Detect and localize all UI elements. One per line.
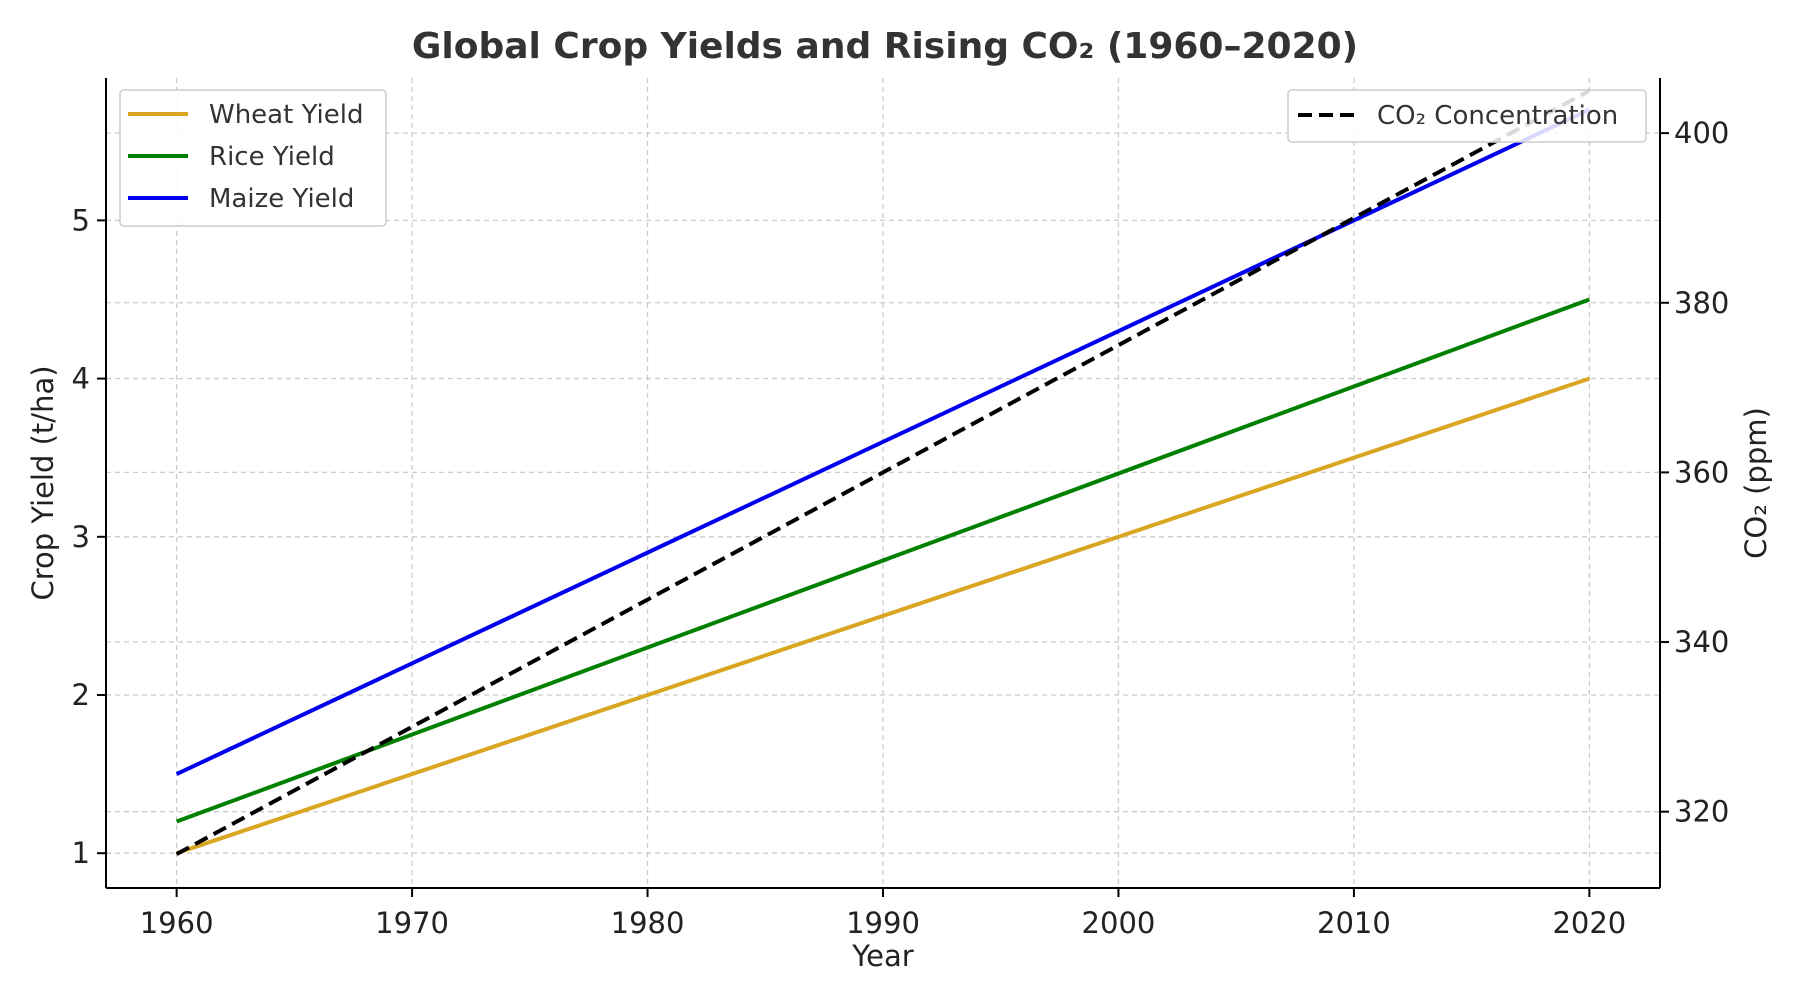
x-tick-label-1980: 1980 bbox=[611, 906, 685, 940]
x-tick-label-2000: 2000 bbox=[1082, 906, 1156, 940]
legend-right-frame bbox=[1287, 89, 1647, 143]
x-axis-ticks: 1960 1970 1980 1990 2000 2010 2020 bbox=[140, 888, 1626, 940]
y-axis-label: Crop Yield (t/ha) bbox=[26, 365, 60, 600]
legend-label-rice: Rice Yield bbox=[209, 142, 335, 172]
y-axis-ticks: 1 2 3 4 5 bbox=[72, 203, 106, 870]
x-tick-label-1970: 1970 bbox=[375, 906, 449, 940]
series-line-wheat-yield bbox=[175, 376, 1591, 856]
y2-axis-label: CO₂ (ppm) bbox=[1739, 407, 1773, 559]
chart-title: Global Crop Yields and Rising CO₂ (1960–… bbox=[412, 26, 1358, 67]
x-axis-label: Year bbox=[851, 939, 913, 973]
series-line-rice-yield bbox=[175, 297, 1591, 824]
legend-label-co2: CO₂ Concentration bbox=[1377, 101, 1618, 131]
legend-left-frame bbox=[119, 89, 387, 227]
y2-tick-label-360: 360 bbox=[1674, 455, 1729, 489]
y-tick-label-1: 1 bbox=[72, 836, 90, 870]
y-tick-label-5: 5 bbox=[72, 203, 90, 237]
y2-tick-label-320: 320 bbox=[1674, 795, 1729, 829]
y-tick-label-4: 4 bbox=[72, 362, 90, 396]
legend-left: Wheat Yield Rice Yield Maize Yield bbox=[119, 89, 387, 227]
y2-axis-ticks: 320 340 360 380 400 bbox=[1660, 116, 1729, 829]
x-tick-label-1960: 1960 bbox=[140, 906, 214, 940]
legend-label-maize: Maize Yield bbox=[209, 184, 354, 214]
legend-right: CO₂ Concentration bbox=[1287, 89, 1647, 143]
y2-tick-label-400: 400 bbox=[1674, 116, 1729, 150]
grid bbox=[106, 78, 1660, 888]
series-line-maize-yield bbox=[175, 107, 1591, 776]
y-tick-label-3: 3 bbox=[72, 520, 90, 554]
legend-label-wheat: Wheat Yield bbox=[209, 100, 363, 130]
y-tick-label-2: 2 bbox=[72, 678, 90, 712]
y2-tick-label-380: 380 bbox=[1674, 286, 1729, 320]
x-tick-label-2020: 2020 bbox=[1552, 906, 1626, 940]
series-line-co-concentration bbox=[175, 88, 1591, 856]
y2-tick-label-340: 340 bbox=[1674, 625, 1729, 659]
x-tick-label-2010: 2010 bbox=[1317, 906, 1391, 940]
x-tick-label-1990: 1990 bbox=[846, 906, 920, 940]
series-lines bbox=[175, 88, 1591, 856]
